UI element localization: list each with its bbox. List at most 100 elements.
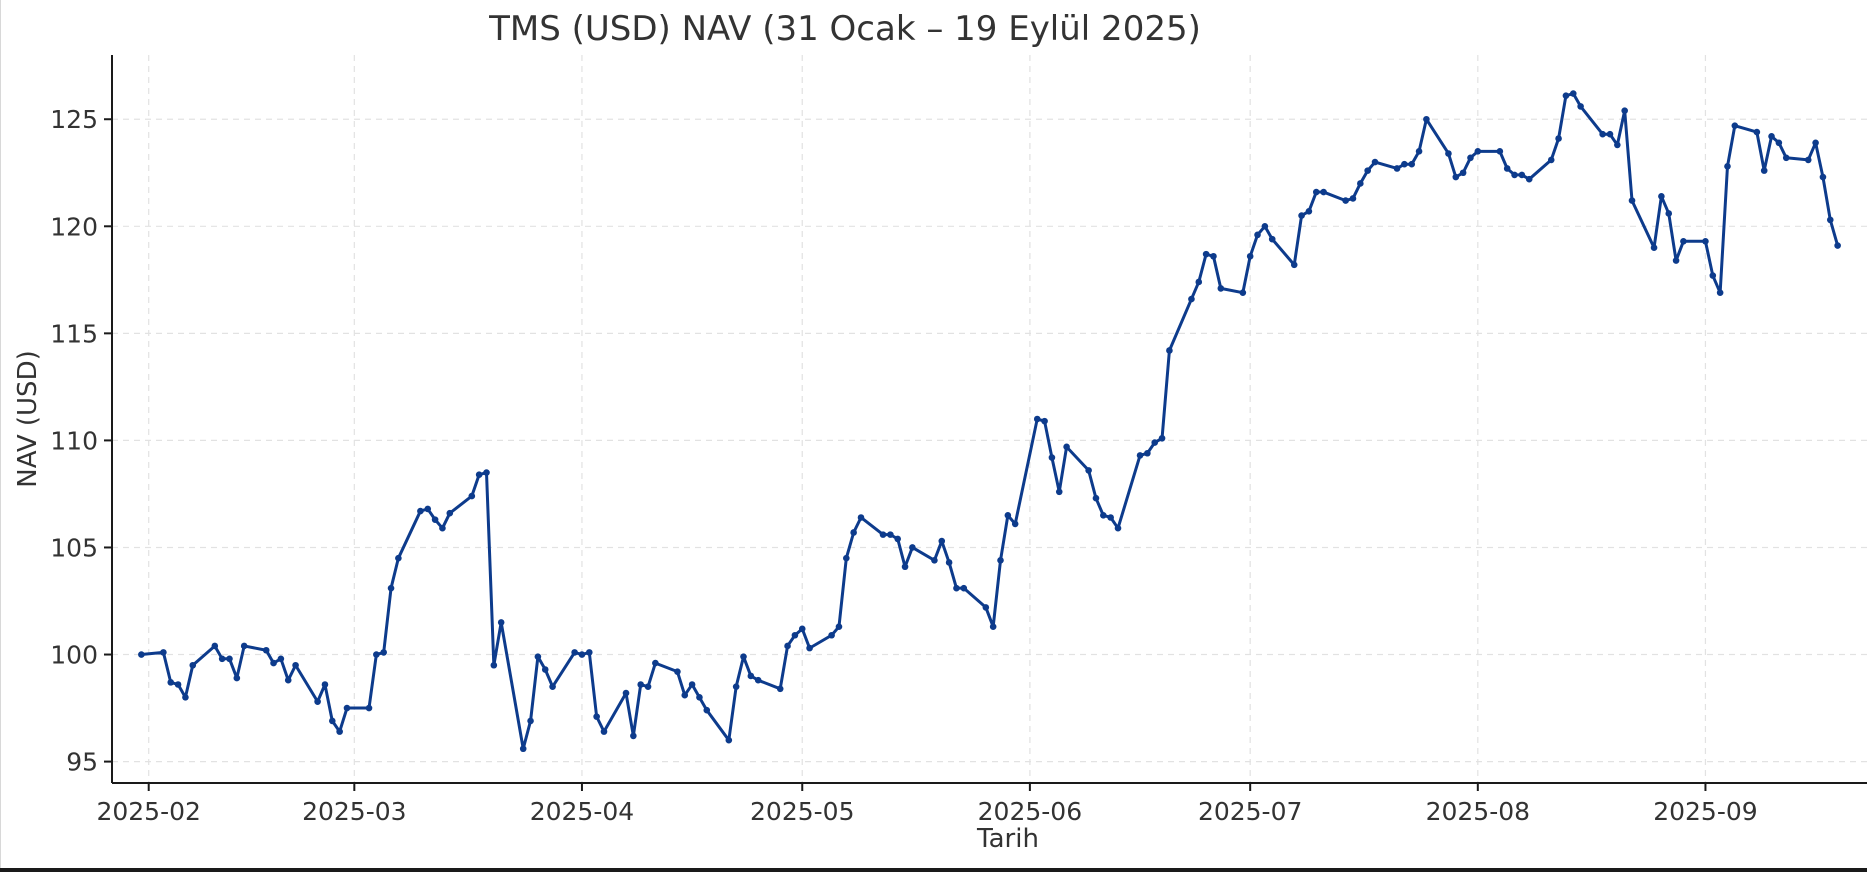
- data-point: [1525, 175, 1533, 183]
- data-point: [189, 661, 197, 669]
- data-point: [931, 557, 938, 564]
- data-point: [894, 535, 902, 543]
- data-point: [446, 509, 454, 517]
- data-point: [622, 689, 630, 697]
- data-point: [989, 623, 997, 630]
- data-point: [1716, 289, 1724, 296]
- data-point: [475, 471, 483, 478]
- data-point: [1547, 156, 1555, 164]
- chart-title: TMS (USD) NAV (31 Ocak – 19 Eylül 2025): [488, 9, 1201, 49]
- data-point: [1562, 92, 1570, 99]
- x-ticks: 2025-02 2025-03 2025-04 2025-05 2025-06 2025-…: [96, 783, 1758, 826]
- x-tick-label: 2025-09: [1653, 797, 1757, 826]
- data-point: [1320, 188, 1327, 196]
- data-point: [909, 544, 916, 551]
- data-point: [828, 631, 835, 639]
- data-point: [174, 681, 182, 688]
- data-point: [138, 651, 145, 658]
- y-tick-label: 115: [50, 319, 98, 348]
- data-point: [644, 683, 652, 690]
- data-point: [652, 659, 659, 667]
- data-point: [1393, 165, 1401, 172]
- data-point: [1518, 171, 1526, 179]
- data-point: [1621, 107, 1628, 114]
- data-point: [1349, 195, 1357, 202]
- data-point: [1092, 494, 1100, 502]
- data-point: [586, 649, 593, 656]
- data-point: [417, 507, 424, 515]
- data-point: [1246, 252, 1254, 260]
- data-point: [835, 623, 843, 630]
- data-point: [468, 492, 476, 500]
- data-point: [277, 655, 285, 663]
- left-edge: [0, 0, 1, 872]
- data-point: [1055, 488, 1063, 496]
- data-point: [1107, 514, 1114, 521]
- data-point: [1408, 160, 1416, 168]
- data-point: [945, 559, 953, 566]
- data-point: [262, 646, 270, 654]
- data-point: [1496, 148, 1504, 155]
- data-point: [960, 584, 968, 592]
- y-tick-label: 105: [50, 533, 98, 562]
- data-point: [1166, 347, 1173, 354]
- data-point: [1195, 278, 1203, 286]
- data-point: [1445, 150, 1452, 157]
- data-point: [1658, 193, 1665, 200]
- data-point: [1503, 165, 1511, 172]
- data-point: [1290, 261, 1298, 269]
- data-point: [1452, 173, 1460, 181]
- data-point: [1312, 188, 1320, 196]
- series-line: [141, 92, 1840, 751]
- data-point: [982, 604, 990, 611]
- data-point: [519, 745, 527, 753]
- data-point: [997, 557, 1004, 564]
- data-point: [1812, 139, 1819, 147]
- data-point: [1709, 272, 1717, 279]
- data-point: [1599, 130, 1606, 138]
- data-point: [740, 653, 747, 660]
- data-point: [1063, 443, 1070, 451]
- data-point: [674, 668, 681, 675]
- data-point: [549, 683, 556, 690]
- data-point: [1782, 154, 1790, 162]
- data-point: [497, 619, 505, 626]
- x-tick-label: 2025-02: [96, 797, 200, 826]
- y-tick-label: 125: [50, 105, 98, 134]
- data-point: [1158, 434, 1166, 442]
- data-point: [483, 469, 490, 476]
- x-tick-label: 2025-03: [302, 797, 406, 826]
- data-point: [776, 685, 784, 693]
- data-point: [1775, 139, 1783, 147]
- data-point: [160, 649, 167, 656]
- data-point: [1357, 180, 1364, 187]
- x-tick-label: 2025-06: [978, 797, 1082, 826]
- data-point: [1033, 415, 1041, 423]
- data-point: [1569, 90, 1577, 97]
- data-point: [798, 625, 806, 633]
- data-point: [784, 642, 791, 650]
- x-tick-label: 2025-08: [1426, 797, 1530, 826]
- bottom-edge: [0, 868, 1867, 872]
- data-point: [1342, 197, 1349, 204]
- data-point: [1261, 222, 1269, 230]
- data-point: [387, 584, 395, 592]
- data-point: [314, 698, 321, 705]
- series-points: [138, 90, 1841, 753]
- data-point: [791, 631, 799, 639]
- data-point: [1606, 130, 1614, 138]
- data-point: [1665, 210, 1673, 217]
- data-point: [365, 704, 373, 712]
- data-point: [182, 694, 189, 701]
- data-point: [1760, 167, 1768, 174]
- data-point: [1085, 467, 1092, 474]
- data-point: [901, 563, 909, 571]
- data-point: [1254, 231, 1261, 239]
- data-point: [167, 679, 175, 686]
- data-point: [1628, 197, 1636, 204]
- data-point: [1004, 512, 1012, 519]
- data-point: [732, 683, 740, 690]
- data-point: [1401, 160, 1408, 168]
- data-point: [725, 736, 733, 744]
